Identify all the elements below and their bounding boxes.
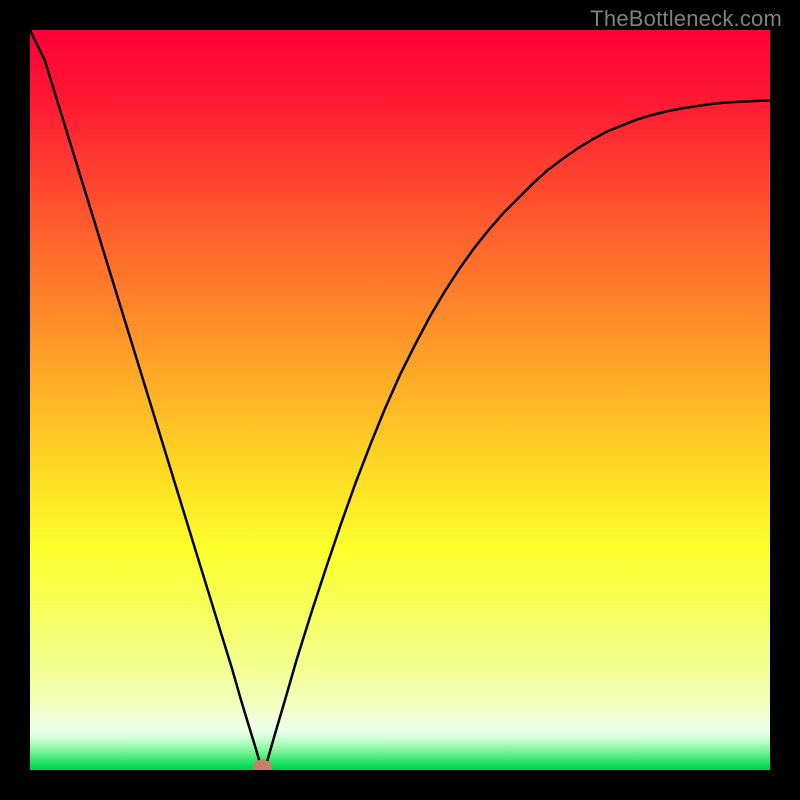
watermark-text: TheBottleneck.com bbox=[590, 6, 782, 32]
plot-area bbox=[30, 30, 770, 770]
chart-frame: TheBottleneck.com bbox=[0, 0, 800, 800]
gradient-background bbox=[30, 30, 770, 770]
chart-svg bbox=[30, 30, 770, 770]
